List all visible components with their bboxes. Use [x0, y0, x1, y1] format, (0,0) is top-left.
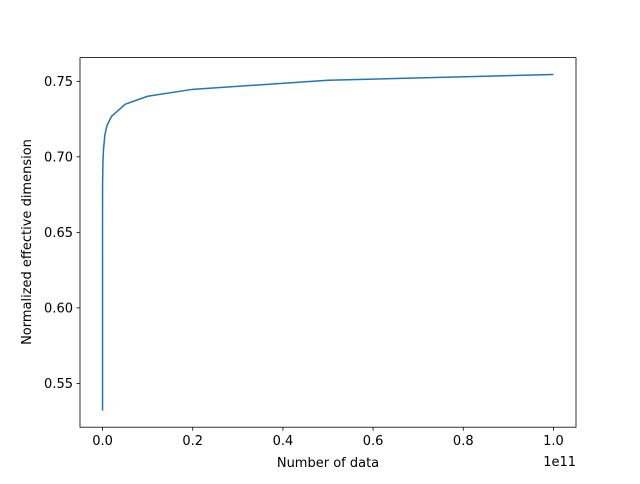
y-tick-label: 0.70 — [44, 150, 73, 165]
y-axis-label: Normalized effective dimension — [20, 139, 35, 345]
x-tick-label: 0.8 — [453, 434, 474, 449]
y-tick-label: 0.55 — [44, 377, 73, 392]
x-offset-label: 1e11 — [543, 455, 576, 470]
x-tick-label: 0.6 — [363, 434, 384, 449]
y-tick-label: 0.75 — [44, 75, 73, 90]
x-tick-label: 0.0 — [92, 434, 113, 449]
x-tick-label: 0.4 — [273, 434, 294, 449]
y-tick-label: 0.60 — [44, 301, 73, 316]
plot-frame — [79, 57, 577, 428]
x-axis-label: Number of data — [277, 456, 379, 471]
x-tick-label: 0.2 — [182, 434, 203, 449]
data-line — [101, 73, 554, 411]
x-tick-label: 1.0 — [543, 434, 564, 449]
y-tick-label: 0.65 — [44, 226, 73, 241]
